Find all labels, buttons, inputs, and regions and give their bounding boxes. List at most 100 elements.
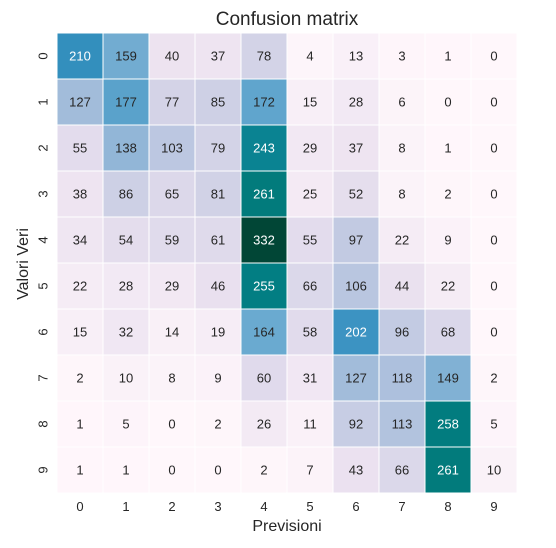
heatmap-cell-r7-c4 — [240, 354, 288, 402]
heatmap-cell-r6-c6 — [332, 308, 380, 356]
cell-value-label-r6-c6: 202 — [345, 325, 367, 340]
cell-value-label-r9-c8: 261 — [437, 463, 459, 478]
cell-value-label-r2-c9: 0 — [490, 141, 497, 156]
heatmap-cell-r4-c4 — [240, 216, 288, 264]
heatmap-cell-r7-c1 — [102, 354, 150, 402]
cell-value-label-r8-c2: 0 — [168, 417, 175, 432]
chart-title: Confusion matrix — [216, 9, 359, 30]
y-tick-label-7: 7 — [36, 374, 51, 381]
heatmap-cell-r0-c5 — [286, 32, 334, 80]
heatmap-cell-r6-c5 — [286, 308, 334, 356]
heatmap-cell-r8-c9 — [470, 400, 518, 448]
heatmap-cell-r5-c5 — [286, 262, 334, 310]
heatmap-cell-r7-c5 — [286, 354, 334, 402]
x-tick-label-7: 7 — [398, 499, 405, 514]
heatmap-cell-r8-c4 — [240, 400, 288, 448]
heatmap-cell-r9-c9 — [470, 446, 518, 494]
y-axis-title: Valori Veri — [15, 228, 32, 300]
y-tick-label-5: 5 — [36, 282, 51, 289]
cell-value-label-r1-c1: 177 — [115, 95, 137, 110]
cell-value-label-r2-c6: 37 — [349, 141, 363, 156]
heatmap-cell-r8-c7 — [378, 400, 426, 448]
cell-value-label-r3-c0: 38 — [73, 187, 87, 202]
cell-value-label-r3-c4: 261 — [253, 187, 275, 202]
x-tick-label-3: 3 — [214, 499, 221, 514]
cell-value-label-r9-c5: 7 — [306, 463, 313, 478]
heatmap-cell-r5-c4 — [240, 262, 288, 310]
cell-value-label-r4-c0: 34 — [73, 233, 87, 248]
heatmap-cell-r8-c8 — [424, 400, 472, 448]
heatmap-cell-r9-c5 — [286, 446, 334, 494]
cell-value-label-r0-c2: 40 — [165, 49, 179, 64]
cell-value-label-r3-c1: 86 — [119, 187, 133, 202]
cell-value-label-r5-c4: 255 — [253, 279, 275, 294]
cell-value-label-r8-c5: 11 — [303, 417, 317, 432]
cell-value-label-r0-c4: 78 — [257, 49, 271, 64]
cell-value-label-r6-c7: 96 — [395, 325, 409, 340]
cell-value-label-r1-c5: 15 — [303, 95, 317, 110]
cell-value-label-r8-c8: 258 — [437, 417, 459, 432]
cell-value-label-r5-c6: 106 — [345, 279, 367, 294]
cell-value-label-r0-c8: 1 — [444, 49, 451, 64]
cell-value-label-r8-c6: 92 — [349, 417, 363, 432]
heatmap-cell-r3-c6 — [332, 170, 380, 218]
cell-value-label-r5-c8: 22 — [441, 279, 455, 294]
cell-value-label-r1-c4: 172 — [253, 95, 275, 110]
y-tick-label-4: 4 — [36, 236, 51, 243]
heatmap-cell-r9-c8 — [424, 446, 472, 494]
cell-value-label-r1-c9: 0 — [490, 95, 497, 110]
cell-value-label-r4-c8: 9 — [444, 233, 451, 248]
cell-value-label-r4-c1: 54 — [119, 233, 133, 248]
cell-value-label-r9-c9: 10 — [487, 463, 501, 478]
cell-value-label-r9-c4: 2 — [260, 463, 267, 478]
cell-value-label-r4-c3: 61 — [211, 233, 225, 248]
heatmap-cell-r6-c8 — [424, 308, 472, 356]
cell-value-label-r0-c9: 0 — [490, 49, 497, 64]
heatmap-cell-r9-c7 — [378, 446, 426, 494]
cell-value-label-r9-c3: 0 — [214, 463, 221, 478]
cell-value-label-r2-c2: 103 — [161, 141, 183, 156]
cell-value-label-r7-c7: 118 — [392, 371, 413, 386]
cell-value-label-r4-c6: 97 — [349, 233, 363, 248]
heatmap-cell-r7-c7 — [378, 354, 426, 402]
cell-value-label-r7-c2: 8 — [168, 371, 175, 386]
cell-value-label-r5-c3: 46 — [211, 279, 225, 294]
cell-value-label-r2-c4: 243 — [253, 141, 275, 156]
heatmap-cell-r7-c6 — [332, 354, 380, 402]
y-tick-label-1: 1 — [36, 98, 51, 105]
cell-value-label-r7-c6: 127 — [345, 371, 367, 386]
x-axis-title: Previsioni — [252, 518, 321, 535]
y-tick-labels: 0 1 2 3 4 5 6 7 8 9 — [36, 52, 51, 473]
cell-value-label-r4-c4: 332 — [253, 233, 275, 248]
cell-value-label-r0-c6: 13 — [349, 49, 363, 64]
cell-value-label-r9-c1: 1 — [122, 463, 129, 478]
cell-value-label-r0-c5: 4 — [306, 49, 313, 64]
cell-value-label-r7-c8: 149 — [437, 371, 459, 386]
heatmap-cell-r4-c5 — [286, 216, 334, 264]
heatmap-cell-r7-c8 — [424, 354, 472, 402]
cell-value-label-r4-c7: 22 — [395, 233, 409, 248]
heatmap-cell-r3-c9 — [470, 170, 518, 218]
y-tick-label-6: 6 — [36, 328, 51, 335]
y-tick-label-9: 9 — [36, 466, 51, 473]
y-tick-label-8: 8 — [36, 420, 51, 427]
cell-value-label-r3-c7: 8 — [398, 187, 405, 202]
cell-value-label-r0-c3: 37 — [211, 49, 225, 64]
cell-value-label-r6-c4: 164 — [253, 325, 275, 340]
cell-value-label-r3-c8: 2 — [444, 187, 451, 202]
heatmap-cell-r3-c5 — [286, 170, 334, 218]
heatmap-cell-r2-c9 — [470, 124, 518, 172]
heatmap-cell-r1-c6 — [332, 78, 380, 126]
x-tick-label-2: 2 — [168, 499, 175, 514]
cell-value-label-r1-c0: 127 — [69, 95, 91, 110]
cell-value-label-r7-c1: 10 — [119, 371, 133, 386]
cell-value-label-r9-c6: 43 — [349, 463, 363, 478]
cell-value-label-r1-c8: 0 — [444, 95, 451, 110]
cell-value-label-r9-c2: 0 — [168, 463, 175, 478]
heatmap-cell-r8-c1 — [102, 400, 150, 448]
cell-value-label-r3-c2: 65 — [165, 187, 179, 202]
cell-value-label-r1-c2: 77 — [165, 95, 179, 110]
heatmap-cell-r0-c9 — [470, 32, 518, 80]
heatmap-cell-r3-c8 — [424, 170, 472, 218]
